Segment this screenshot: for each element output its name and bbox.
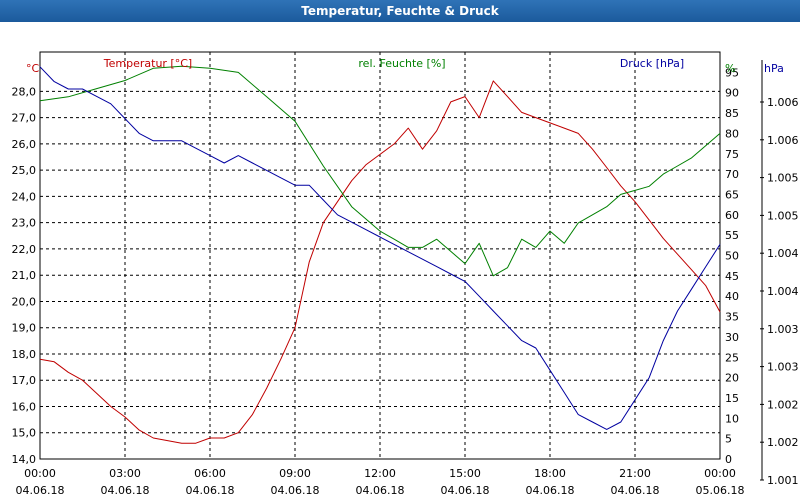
x-tick-date: 05.06.18 [696, 484, 745, 497]
x-tick-time: 06:00 [194, 467, 226, 480]
temperature-tick: 24,0 [12, 190, 37, 203]
x-tick-date: 04.06.18 [101, 484, 150, 497]
humidity-tick: 20 [725, 372, 739, 385]
pressure-axis-label: Druck [hPa] [620, 57, 684, 70]
temperature-unit: °C [26, 62, 40, 75]
x-tick-date: 04.06.18 [611, 484, 660, 497]
humidity-unit: % [725, 62, 735, 75]
x-tick-time: 09:00 [279, 467, 311, 480]
pressure-tick: 1.002 [767, 436, 799, 449]
pressure-tick: 1.003 [767, 361, 799, 374]
temperature-tick: 25,0 [12, 164, 37, 177]
humidity-tick: 70 [725, 168, 739, 181]
humidity-tick: 95 [725, 66, 739, 79]
humidity-series-line [39, 65, 721, 277]
pressure-unit: hPa [764, 62, 784, 75]
humidity-tick: 15 [725, 392, 739, 405]
pressure-tick: 1.001 [767, 474, 799, 487]
pressure-series-line [39, 66, 721, 430]
temperature-tick: 18,0 [12, 348, 37, 361]
pressure-tick: 1.006 [767, 96, 799, 109]
x-tick-time: 00:00 [24, 467, 56, 480]
x-tick-time: 21:00 [619, 467, 651, 480]
humidity-tick: 90 [725, 87, 739, 100]
pressure-tick: 1.004 [767, 247, 799, 260]
x-tick-time: 00:00 [704, 467, 736, 480]
humidity-tick: 5 [725, 433, 732, 446]
temperature-tick: 22,0 [12, 243, 37, 256]
pressure-tick: 1.003 [767, 323, 799, 336]
humidity-tick: 30 [725, 331, 739, 344]
humidity-tick: 35 [725, 311, 739, 324]
axes [760, 60, 764, 481]
x-tick-time: 12:00 [364, 467, 396, 480]
humidity-tick: 75 [725, 148, 739, 161]
temperature-axis-label: Temperatur [°C] [103, 57, 192, 70]
x-tick-date: 04.06.18 [271, 484, 320, 497]
humidity-tick: 40 [725, 290, 739, 303]
humidity-tick: 60 [725, 209, 739, 222]
humidity-axis-label: rel. Feuchte [%] [358, 57, 445, 70]
temperature-tick: 20,0 [12, 295, 37, 308]
x-tick-date: 04.06.18 [16, 484, 65, 497]
chart-canvas: 00:00 04.06.18 03:00 04.06.18 06:00 04.06.18 0… [12, 51, 799, 497]
grid [39, 51, 721, 460]
x-tick-date: 04.06.18 [356, 484, 405, 497]
humidity-tick: 50 [725, 250, 739, 263]
labels: 00:00 04.06.18 03:00 04.06.18 06:00 04.06.18 0… [12, 57, 799, 497]
series [39, 65, 721, 444]
pressure-tick: 1.004 [767, 285, 799, 298]
temperature-tick: 17,0 [12, 374, 37, 387]
x-tick-date: 04.06.18 [441, 484, 490, 497]
pressure-tick: 1.006 [767, 134, 799, 147]
humidity-tick: 10 [725, 412, 739, 425]
humidity-tick: 0 [725, 453, 732, 466]
x-tick-time: 15:00 [449, 467, 481, 480]
pressure-tick: 1.005 [767, 172, 799, 185]
humidity-tick: 80 [725, 127, 739, 140]
temperature-tick: 21,0 [12, 269, 37, 282]
humidity-tick: 55 [725, 229, 739, 242]
temperature-tick: 28,0 [12, 85, 37, 98]
temperature-tick: 19,0 [12, 322, 37, 335]
pressure-tick: 1.002 [767, 398, 799, 411]
pressure-tick: 1.005 [767, 209, 799, 222]
temperature-tick: 14,0 [12, 453, 37, 466]
humidity-tick: 45 [725, 270, 739, 283]
x-tick-date: 04.06.18 [526, 484, 575, 497]
temperature-tick: 16,0 [12, 400, 37, 413]
temperature-series-line [39, 80, 721, 444]
x-tick-date: 04.06.18 [186, 484, 235, 497]
temperature-tick: 15,0 [12, 427, 37, 440]
temperature-tick: 23,0 [12, 217, 37, 230]
humidity-tick: 85 [725, 107, 739, 120]
temperature-tick: 26,0 [12, 138, 37, 151]
humidity-tick: 25 [725, 351, 739, 364]
window-title: Temperatur, Feuchte & Druck [0, 0, 800, 22]
x-tick-time: 18:00 [534, 467, 566, 480]
temperature-tick: 27,0 [12, 112, 37, 125]
x-tick-time: 03:00 [109, 467, 141, 480]
humidity-tick: 65 [725, 188, 739, 201]
